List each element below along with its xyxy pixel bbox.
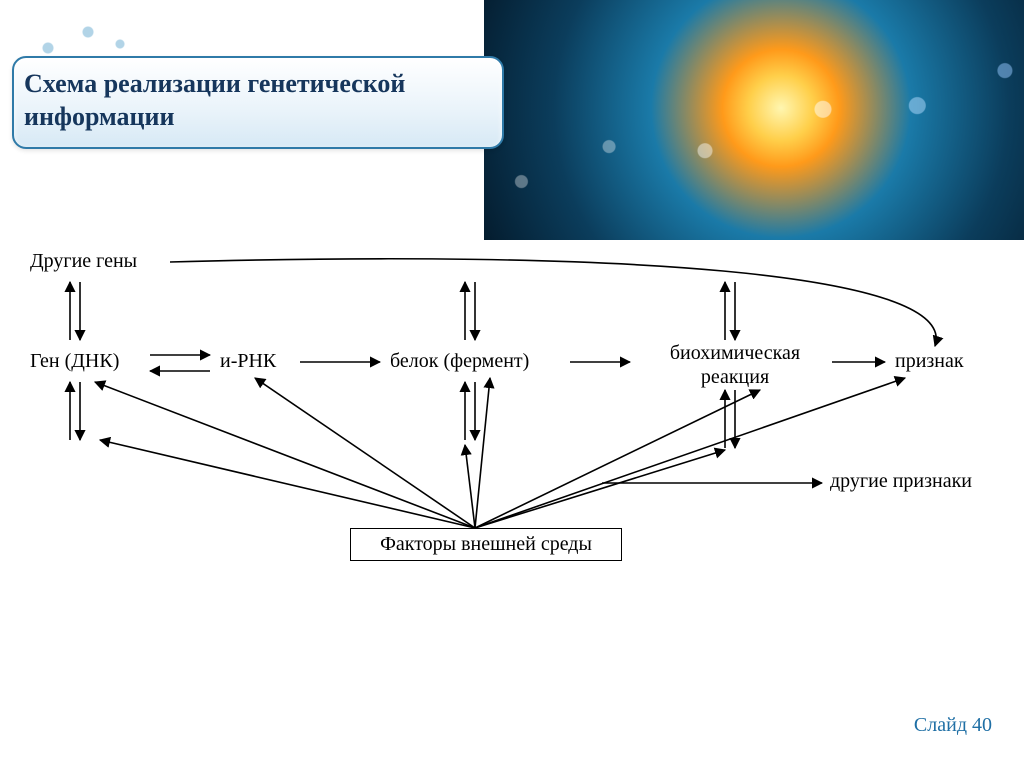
node-protein: белок (фермент)	[390, 350, 570, 373]
node-biochem: биохимическая	[640, 342, 830, 365]
node-other_genes: Другие гены	[30, 250, 170, 273]
node-mrna: и-РНК	[220, 350, 300, 373]
slide: Схема реализации генетической информации…	[0, 0, 1024, 767]
node-other_traits: другие признаки	[830, 470, 1020, 493]
diagram-arrows	[0, 240, 1024, 620]
slide-number: Слайд 40	[914, 714, 992, 737]
node-trait: признак	[895, 350, 995, 373]
node-gene_dna: Ген (ДНК)	[30, 350, 150, 373]
diagram-area: Другие гены Ген (ДНК) и-РНК белок (фермент)…	[0, 240, 1024, 620]
node-env_factors: Факторы внешней среды	[350, 528, 622, 561]
dna-hero-image	[484, 0, 1024, 240]
title-bar: Схема реализации генетической информации	[12, 56, 504, 149]
node-biochem2: реакция	[640, 366, 830, 389]
slide-title: Схема реализации генетической информации	[24, 68, 484, 133]
